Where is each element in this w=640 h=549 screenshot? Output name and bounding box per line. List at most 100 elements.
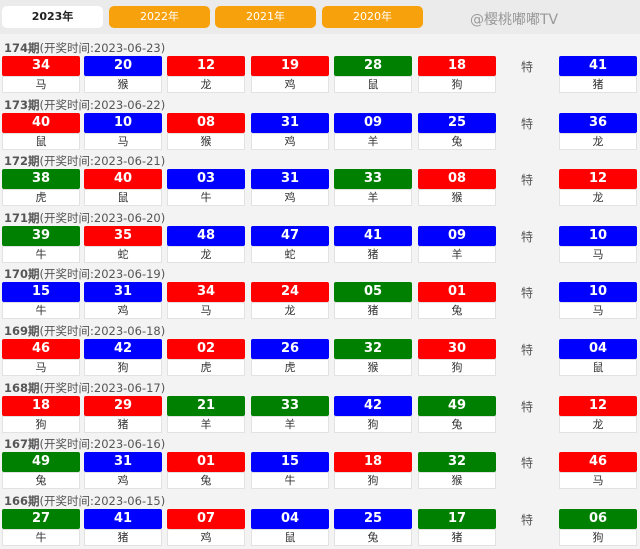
time-label: (开奖时间: (39, 267, 94, 282)
ball-number: 09 (418, 225, 496, 246)
ball-number: 31 (251, 169, 329, 190)
ball: 01 兔 (167, 452, 245, 490)
tab-2021[interactable]: 2021年 (215, 6, 316, 28)
draw-header: 172期(开奖时间:2023-06-21) (4, 153, 165, 169)
zodiac-label: 兔 (334, 528, 412, 546)
ball-number: 41 (84, 508, 162, 529)
ball: 15 牛 (251, 452, 329, 490)
zodiac-label: 龙 (559, 132, 637, 150)
ball: 08 猴 (418, 169, 496, 207)
special-ball: 36 龙 (559, 112, 637, 150)
ball-number: 10 (559, 282, 637, 303)
time-label: (开奖时间: (39, 380, 94, 395)
draw-header: 168期(开奖时间:2023-06-17) (4, 380, 165, 396)
ball-number: 34 (167, 282, 245, 303)
ball-number: 01 (167, 452, 245, 473)
zodiac-label: 猪 (84, 528, 162, 546)
tab-2020[interactable]: 2020年 (322, 6, 423, 28)
draw-header: 167期(开奖时间:2023-06-16) (4, 436, 165, 452)
ball-number: 08 (167, 112, 245, 133)
ball: 35 蛇 (84, 225, 162, 263)
ball-number: 12 (559, 395, 637, 416)
ball-number: 19 (251, 56, 329, 76)
ball: 21 羊 (167, 395, 245, 433)
zodiac-label: 牛 (2, 528, 80, 546)
ball-number: 40 (2, 112, 80, 133)
zodiac-label: 狗 (559, 528, 637, 546)
ball-number: 25 (334, 508, 412, 529)
ball: 05 猪 (334, 282, 412, 320)
ball-number: 38 (2, 169, 80, 190)
zodiac-label: 龙 (167, 76, 245, 93)
ball-number: 05 (334, 282, 412, 303)
ball: 25 兔 (334, 508, 412, 546)
zodiac-label: 马 (559, 245, 637, 263)
ball-number: 49 (2, 452, 80, 473)
zodiac-label: 虎 (167, 359, 245, 376)
zodiac-label: 蛇 (84, 245, 162, 263)
tab-2022[interactable]: 2022年 (109, 6, 210, 28)
ball: 25 兔 (418, 112, 496, 150)
ball-number: 48 (167, 225, 245, 246)
ball: 29 猪 (84, 395, 162, 433)
zodiac-label: 猴 (334, 359, 412, 376)
ball: 32 猴 (418, 452, 496, 490)
zodiac-label: 鼠 (334, 76, 412, 93)
tab-2023[interactable]: 2023年 (2, 6, 103, 28)
zodiac-label: 鼠 (251, 528, 329, 546)
special-ball: 12 龙 (559, 169, 637, 207)
ball-number: 47 (251, 225, 329, 246)
zodiac-label: 兔 (167, 472, 245, 490)
zodiac-label: 猪 (559, 76, 637, 93)
ball-number: 29 (84, 395, 162, 416)
draw-row: 174期(开奖时间:2023-06-23) 34 马 20 猴 12 龙 19 鸡 28 鼠 18 狗 4… (0, 38, 640, 94)
time-label: (开奖时间: (39, 210, 94, 225)
zodiac-label: 龙 (559, 415, 637, 433)
ball: 07 鸡 (167, 508, 245, 546)
ball: 34 马 (2, 56, 80, 93)
time-label: (开奖时间: (39, 324, 94, 338)
ball: 09 羊 (334, 112, 412, 150)
special-label: 特 (521, 399, 534, 414)
ball-number: 33 (334, 169, 412, 190)
ball-number: 42 (334, 395, 412, 416)
zodiac-label: 牛 (251, 472, 329, 490)
ball: 39 牛 (2, 225, 80, 263)
zodiac-label: 鸡 (84, 302, 162, 320)
draw-header: 170期(开奖时间:2023-06-19) (4, 266, 165, 282)
draw-date: 2023-06-23) (93, 41, 166, 55)
zodiac-label: 兔 (418, 415, 496, 433)
special-label: 特 (521, 229, 534, 244)
ball: 40 鼠 (84, 169, 162, 207)
ball-number: 32 (418, 452, 496, 473)
zodiac-label: 狗 (418, 359, 496, 376)
special-label: 特 (521, 173, 534, 188)
ball: 18 狗 (2, 395, 80, 433)
ball: 33 羊 (334, 169, 412, 207)
zodiac-label: 虎 (251, 359, 329, 376)
ball: 09 羊 (418, 225, 496, 263)
ball-number: 24 (251, 282, 329, 303)
ball: 46 马 (2, 339, 80, 376)
draw-header: 171期(开奖时间:2023-06-20) (4, 210, 165, 226)
zodiac-label: 猴 (167, 132, 245, 150)
ball-number: 10 (84, 112, 162, 133)
ball: 49 兔 (418, 395, 496, 433)
draw-row: 169期(开奖时间:2023-06-18) 46 马 42 狗 02 虎 26 虎 32 猴 30 狗 0… (0, 321, 640, 377)
ball-number: 21 (167, 395, 245, 416)
ball-number: 06 (559, 508, 637, 529)
draw-row: 167期(开奖时间:2023-06-16) 49 兔 31 鸡 01 兔 15 牛 18 狗 32 猴 4… (0, 434, 640, 490)
issue-number: 169期 (4, 324, 40, 338)
zodiac-label: 羊 (418, 245, 496, 263)
draw-date: 2023-06-15) (93, 493, 166, 508)
ball-number: 25 (418, 112, 496, 133)
draw-header: 169期(开奖时间:2023-06-18) (4, 323, 165, 339)
ball-number: 20 (84, 56, 162, 76)
ball-number: 32 (334, 339, 412, 359)
ball-number: 36 (559, 112, 637, 133)
zodiac-label: 猪 (84, 415, 162, 433)
special-ball: 12 龙 (559, 395, 637, 433)
year-tabs: 2023年 2022年 2021年 2020年 @樱桃嘟嘟TV (0, 0, 640, 34)
ball: 30 狗 (418, 339, 496, 376)
ball: 17 猪 (418, 508, 496, 546)
